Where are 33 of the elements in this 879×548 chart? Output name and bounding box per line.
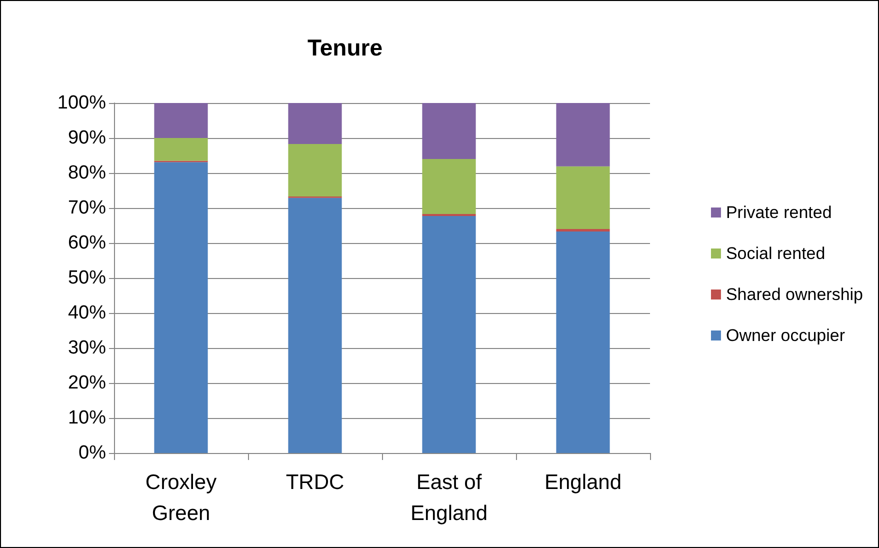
chart-title: Tenure <box>308 34 382 60</box>
y-tick-label: 40% <box>68 302 106 324</box>
y-tick-label: 50% <box>68 268 106 288</box>
bar <box>288 103 342 144</box>
x-tick-label: TRDC <box>286 471 344 494</box>
legend-label: Social rented <box>726 244 826 263</box>
bar <box>154 138 208 161</box>
y-tick-label: 20% <box>68 372 106 394</box>
bar <box>556 166 610 229</box>
bar <box>154 103 208 138</box>
y-tick-label: 10% <box>68 408 106 428</box>
bar <box>422 216 476 453</box>
bar <box>556 231 610 453</box>
y-tick-label: 60% <box>68 232 106 254</box>
bar <box>288 198 342 453</box>
x-tick-label: England <box>544 471 622 494</box>
bar <box>288 144 342 196</box>
bar <box>556 103 610 166</box>
y-tick-label: 90% <box>68 128 106 148</box>
legend-label: Shared ownership <box>726 285 863 304</box>
y-tick-label: 0% <box>78 442 106 464</box>
x-tick-label: Croxley Green <box>145 471 218 525</box>
y-tick-label: 80% <box>68 162 106 184</box>
x-tick-label: East of England <box>410 471 488 525</box>
bar <box>422 103 476 159</box>
legend-label: Private rented <box>726 203 832 222</box>
y-tick-label: 70% <box>68 198 106 218</box>
y-tick-label: 100% <box>57 92 106 114</box>
y-tick-label: 30% <box>68 338 106 358</box>
legend-label: Owner occupier <box>726 326 846 345</box>
bar <box>422 159 476 214</box>
bar <box>154 162 208 453</box>
bar <box>422 214 476 216</box>
